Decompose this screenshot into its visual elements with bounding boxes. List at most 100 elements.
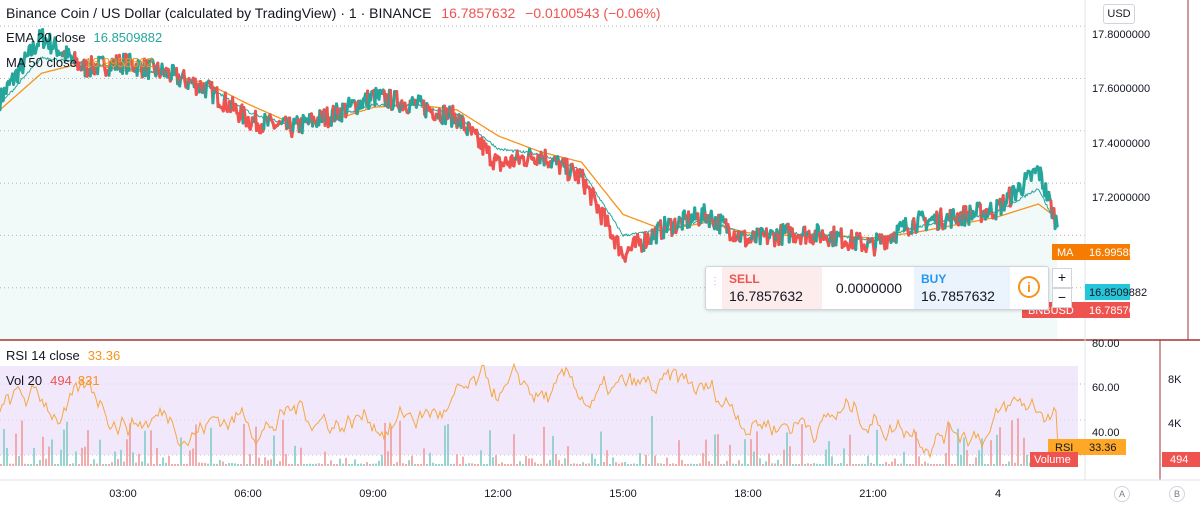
volume-bar [45, 458, 47, 466]
volume-bar [510, 463, 512, 466]
rsi-axis[interactable]: 80.00 60.00 40.00 [1092, 338, 1120, 439]
volume-bar [672, 463, 674, 466]
price-segment [702, 203, 707, 216]
volume-bar [822, 464, 824, 466]
volume-bar [171, 464, 173, 466]
rsi-legend[interactable]: RSI 14 close 33.36 [6, 348, 120, 363]
price-segment [912, 217, 917, 230]
volume-bar [72, 463, 74, 466]
volume-bar [228, 463, 230, 466]
volume-bar [768, 453, 770, 466]
volume-bar [324, 451, 326, 466]
volume-bar [24, 463, 26, 466]
price-area-fill [0, 29, 1058, 340]
volume-axis[interactable]: 8K 4K [1168, 374, 1182, 430]
price-segment [568, 163, 573, 177]
info-icon[interactable]: i [1018, 276, 1040, 298]
volume-bar [612, 457, 614, 466]
buy-button[interactable]: BUY 16.7857632 [914, 267, 1010, 309]
volume-bar [942, 464, 944, 466]
sell-button[interactable]: SELL 16.7857632 [722, 267, 822, 309]
price-segment [939, 207, 944, 227]
volume-bar [648, 463, 650, 466]
auto-scale-button[interactable]: A [1114, 486, 1130, 502]
volume-bar [903, 451, 905, 466]
volume-bar [33, 447, 35, 466]
volume-bar [963, 437, 965, 466]
volume-bar [273, 435, 275, 466]
volume-bar [444, 425, 446, 466]
volume-bar [789, 446, 791, 466]
volume-bar [687, 464, 689, 466]
time-axis[interactable]: 03:00 06:00 09:00 12:00 15:00 18:00 21:0… [109, 488, 1001, 500]
volume-bar [27, 464, 29, 466]
time-tick-label: 12:00 [484, 488, 512, 500]
time-tick-label: 21:00 [859, 488, 887, 500]
volume-bar [555, 454, 557, 466]
volume-bar [969, 464, 971, 466]
volume-bar [975, 457, 977, 466]
volume-bar [936, 464, 938, 466]
volume-bar [111, 462, 113, 466]
volume-bar [15, 433, 17, 466]
price-tick-label: 17.4000000 [1092, 138, 1150, 150]
volume-bar [498, 464, 500, 466]
ema-legend[interactable]: EMA 20 close 16.8509882 [6, 30, 162, 45]
currency-button[interactable]: USD [1103, 4, 1135, 24]
volume-bar [984, 464, 986, 466]
scale-b-button[interactable]: B [1169, 486, 1185, 502]
volume-bar [300, 447, 302, 466]
volume-bar [639, 453, 641, 466]
volume-bar [318, 463, 320, 466]
volume-bar [108, 464, 110, 466]
price-axis[interactable]: 17.8000000 17.6000000 17.4000000 17.2000… [1092, 29, 1150, 204]
volume-legend[interactable]: Vol 20 494 831 [6, 373, 100, 388]
volume-bar [549, 459, 551, 466]
volume-bar [798, 464, 800, 466]
price-segment [543, 148, 548, 165]
price-segment [31, 40, 36, 53]
volume-bar [201, 462, 203, 466]
volume-bar [618, 463, 620, 466]
volume-bar [552, 435, 554, 466]
volume-bar [924, 461, 926, 466]
volume-bar [795, 464, 797, 466]
time-tick-label: 15:00 [609, 488, 637, 500]
volume-bar [114, 451, 116, 466]
volume-bar [1008, 461, 1010, 466]
volume-bar [42, 436, 44, 466]
volume-bar [1023, 437, 1025, 466]
volume-bar [585, 463, 587, 466]
volume-bar [930, 464, 932, 466]
price-segment [21, 61, 26, 75]
volume-bar [804, 464, 806, 466]
volume-bar [315, 463, 317, 466]
volume-bar [810, 464, 812, 466]
volume-bar [873, 463, 875, 466]
volume-bar [864, 464, 866, 466]
drag-handle-icon[interactable]: ⋮⋮ [710, 276, 730, 287]
volume-bar [966, 450, 968, 466]
volume-bar [705, 439, 707, 466]
volume-bar [1026, 454, 1028, 466]
volume-bar [129, 423, 131, 466]
zoom-out-button[interactable]: − [1052, 288, 1072, 308]
ma-legend[interactable]: MA 50 close 16.9958562 [6, 55, 154, 70]
symbol-legend[interactable]: Binance Coin / US Dollar (calculated by … [6, 5, 661, 21]
volume-bar [339, 458, 341, 466]
volume-bar [696, 464, 698, 466]
volume-bar [132, 452, 134, 466]
ma-legend-label: MA 50 close [6, 55, 77, 70]
volume-bar [117, 458, 119, 466]
volume-bar [345, 457, 347, 466]
zoom-in-button[interactable]: + [1052, 268, 1072, 288]
volume-bar [780, 464, 782, 466]
volume-bar [60, 449, 62, 466]
volume-bar [573, 463, 575, 466]
volume-bar [723, 463, 725, 466]
rsi-tag-value: 33.36 [1089, 442, 1117, 454]
volume-bar [141, 461, 143, 466]
price-segment [915, 216, 920, 233]
volume-bar [81, 447, 83, 466]
